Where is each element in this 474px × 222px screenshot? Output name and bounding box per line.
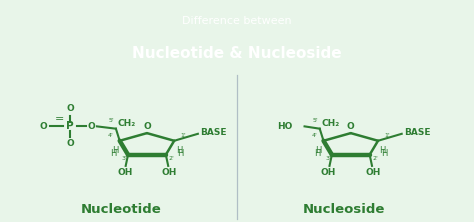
- Text: OH: OH: [365, 168, 381, 177]
- Text: H: H: [110, 149, 117, 158]
- Text: Nucleotide & Nucleoside: Nucleotide & Nucleoside: [132, 46, 342, 61]
- Text: 4': 4': [311, 133, 318, 139]
- Text: O: O: [143, 123, 151, 131]
- Text: 3': 3': [121, 156, 127, 161]
- Text: H: H: [381, 149, 387, 158]
- Text: OH: OH: [117, 168, 132, 177]
- Text: H: H: [177, 149, 183, 158]
- Text: 3': 3': [325, 156, 331, 161]
- Text: 1': 1': [180, 133, 186, 139]
- Text: H: H: [380, 146, 386, 155]
- Text: H: H: [316, 146, 322, 155]
- Text: H: H: [112, 146, 118, 155]
- Text: P: P: [66, 121, 74, 131]
- Text: CH₂: CH₂: [322, 119, 340, 128]
- Text: OH: OH: [321, 168, 336, 177]
- Text: BASE: BASE: [404, 128, 430, 137]
- Text: HO: HO: [277, 122, 293, 131]
- Text: 4': 4': [108, 133, 114, 139]
- Text: H: H: [176, 146, 182, 155]
- Text: Nucleoside: Nucleoside: [302, 203, 385, 216]
- Text: Nucleotide: Nucleotide: [81, 203, 161, 216]
- Text: 2': 2': [372, 156, 378, 161]
- Text: 2': 2': [168, 156, 174, 161]
- Text: O: O: [347, 123, 355, 131]
- Text: 5': 5': [312, 118, 318, 123]
- Text: Difference between: Difference between: [182, 16, 292, 26]
- Text: O: O: [40, 122, 48, 131]
- Text: O: O: [66, 139, 74, 148]
- Text: O: O: [66, 104, 74, 113]
- Text: OH: OH: [162, 168, 177, 177]
- Text: O: O: [87, 122, 95, 131]
- Text: 5': 5': [108, 118, 114, 123]
- Text: =: =: [55, 114, 64, 124]
- Text: CH₂: CH₂: [118, 119, 136, 128]
- Text: BASE: BASE: [200, 128, 227, 137]
- Text: 1': 1': [384, 133, 390, 139]
- Text: H: H: [314, 149, 320, 158]
